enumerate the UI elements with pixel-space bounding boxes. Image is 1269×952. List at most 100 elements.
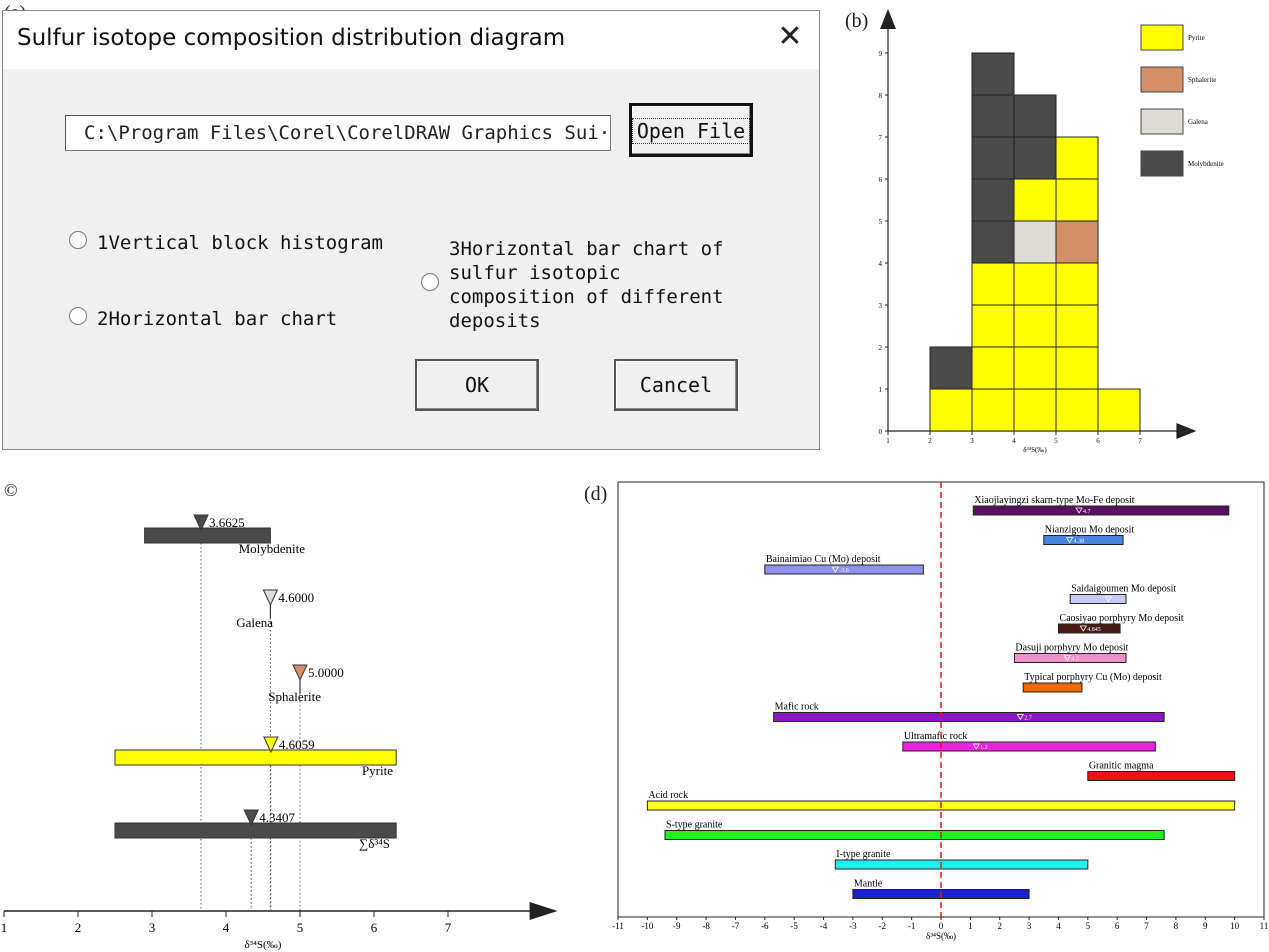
mean-value-label: 2.7 — [1024, 716, 1032, 722]
mean-marker-icon — [972, 743, 980, 750]
series-name-label: Pyrite — [362, 763, 393, 778]
y-tick-label: 8 — [879, 92, 883, 100]
y-tick-label: 3 — [879, 302, 883, 310]
histogram-block-galena — [1013, 220, 1057, 264]
x-axis-label: δ³⁴S(‰) — [1023, 446, 1047, 454]
mean-value-label: 4.6000 — [278, 590, 314, 605]
x-tick-label: 1 — [968, 921, 973, 931]
x-tick-label: -4 — [820, 921, 828, 931]
mean-marker-icon — [292, 664, 308, 682]
histogram-block-pyrite — [1055, 304, 1099, 348]
mean-marker-icon — [831, 566, 839, 573]
y-axis-arrow — [880, 9, 896, 29]
panel-label-b: (b) — [845, 10, 869, 32]
x-tick-label: -10 — [641, 921, 653, 931]
radio-horizontal-bar-chart-deposits[interactable] — [421, 273, 439, 291]
radio-vertical-block-histogram[interactable] — [69, 231, 87, 249]
x-tick-label: -3 — [849, 921, 857, 931]
x-tick-label: 5 — [1054, 437, 1058, 445]
mean-marker-icon — [1063, 655, 1071, 662]
open-file-label: Open File — [631, 118, 751, 144]
radio-horizontal-bar-chart[interactable] — [69, 307, 87, 325]
series-name-label: Nianzigou Mo deposit — [1045, 525, 1135, 536]
histogram-block-pyrite — [1055, 136, 1099, 180]
mean-marker-icon — [1016, 714, 1024, 721]
mean-value-label: 4.7 — [1083, 509, 1091, 515]
x-tick-label: 7 — [1144, 921, 1149, 931]
ok-button[interactable]: OK — [415, 359, 539, 411]
mean-marker-icon — [1104, 596, 1113, 603]
mean-value-label: 4.38 — [1074, 539, 1085, 545]
x-tick-label: -6 — [761, 921, 769, 931]
series-name-label: Sphalerite — [268, 689, 321, 704]
series-name-label: Dasuji porphyry Mo deposit — [1015, 643, 1128, 654]
histogram-block-molybdenite — [971, 52, 1015, 96]
range-bar-1 — [1043, 535, 1124, 545]
x-tick-label: -7 — [732, 921, 740, 931]
legend-label: Sphalerite — [1188, 76, 1216, 84]
range-bar-6 — [1022, 682, 1083, 693]
series-name-label: Mantle — [854, 879, 883, 890]
x-tick-label: 3 — [149, 920, 156, 935]
x-tick-label: 2 — [928, 437, 932, 445]
histogram-block-molybdenite — [971, 178, 1015, 222]
file-path-input[interactable]: C:\Program Files\Corel\CorelDRAW Graphic… — [65, 115, 611, 151]
x-tick-label: 5 — [297, 920, 304, 935]
legend-swatch — [1140, 150, 1184, 177]
histogram-block-molybdenite — [971, 220, 1015, 264]
histogram-block-pyrite — [971, 388, 1015, 432]
x-tick-label: 4 — [1012, 437, 1016, 445]
y-tick-label: 2 — [879, 344, 883, 352]
histogram-block-pyrite — [1013, 388, 1057, 432]
histogram-block-pyrite — [1013, 262, 1057, 306]
x-tick-label: 9 — [1203, 921, 1208, 931]
x-axis-label: δ³⁴S(‰) — [926, 931, 956, 941]
block-histogram-chart: 1 2 3 4 5 6 70123456789δ³⁴S(‰)PyriteSphalerite… — [879, 9, 1224, 454]
x-tick-label: -2 — [879, 921, 887, 931]
x-tick-label: 4 — [1056, 921, 1061, 931]
histogram-block-molybdenite — [1013, 94, 1057, 138]
panel-label-c: © — [4, 480, 18, 500]
option-label-3-line-4: deposits — [449, 310, 541, 332]
mineral-bar-chart: 1 2 3 4 5 6 7 δ³⁴S(‰) 3.6625 Molybdenite 4.6000 Gal… — [1, 514, 558, 951]
series-name-label: Xiaojiayingzi skarn-type Mo-Fe deposit — [974, 495, 1134, 506]
range-bar-11 — [664, 830, 1165, 840]
x-tick-label: 2 — [75, 920, 82, 935]
x-axis-arrow — [1176, 423, 1197, 439]
legend-label: Molybdenite — [1188, 160, 1224, 168]
series-name-label: Bainaimiao Cu (Mo) deposit — [766, 554, 881, 565]
y-tick-label: 1 — [879, 386, 883, 394]
x-tick-label: 1 — [1, 920, 8, 935]
x-tick-label: 0 — [939, 921, 944, 931]
open-file-button[interactable]: Open File — [629, 103, 753, 157]
cancel-button[interactable]: Cancel — [614, 359, 738, 411]
x-tick-label: 6 — [1115, 921, 1120, 931]
option-label-3: 3Horizontal bar chart of sulfur isotopic… — [449, 237, 724, 333]
legend-label: Pyrite — [1188, 34, 1205, 42]
x-tick-label: 5 — [1086, 921, 1091, 931]
x-tick-label: 11 — [1260, 921, 1269, 931]
range-bar-4 — [114, 822, 397, 839]
option-label-2: 2Horizontal bar chart — [97, 308, 338, 330]
series-name-label: I-type granite — [836, 849, 891, 860]
series-name-label: Caosiyao porphyry Mo deposit — [1059, 613, 1183, 624]
series-name-label: Typical porphyry Cu (Mo) deposit — [1024, 672, 1162, 683]
x-tick-label: 6 — [1096, 437, 1100, 445]
deposit-range-chart: -11 -10 -9 -8 -7 -6 -5 -4 -3 -2 -1 0 1 2 3 4 5 6 7 8 9 10 11δ³… — [612, 481, 1269, 941]
x-tick-label: 7 — [445, 920, 452, 935]
close-icon[interactable]: ✕ — [777, 19, 803, 54]
x-tick-label: -11 — [612, 921, 624, 931]
x-tick-label: 3 — [1027, 921, 1032, 931]
y-tick-label: 4 — [879, 260, 883, 268]
mean-value-label: 4.3 — [1071, 657, 1079, 663]
x-tick-label: 7 — [1138, 437, 1142, 445]
histogram-block-molybdenite — [1013, 136, 1057, 180]
x-tick-label: -9 — [673, 921, 681, 931]
range-bar-0 — [144, 527, 271, 544]
histogram-block-molybdenite — [971, 94, 1015, 138]
histogram-block-sphalerite — [1055, 220, 1099, 264]
legend-swatch — [1140, 24, 1184, 51]
option-label-3-line-2: sulfur isotopic — [449, 262, 621, 284]
series-name-label: Ultramafic rock — [904, 731, 968, 742]
isotope-dialog: Sulfur isotope composition distribution … — [2, 10, 820, 450]
